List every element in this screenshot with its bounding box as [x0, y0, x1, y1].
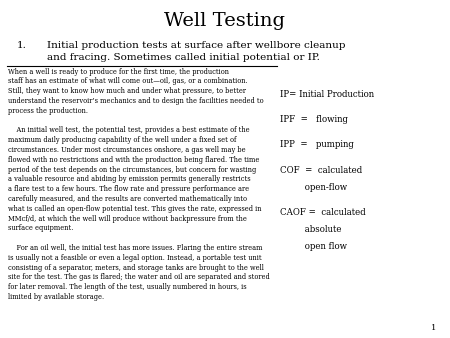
- Text: CAOF =  calculated: CAOF = calculated: [280, 208, 366, 217]
- Text: Well Testing: Well Testing: [165, 12, 285, 30]
- Text: Initial production tests at surface after wellbore cleanup: Initial production tests at surface afte…: [47, 41, 346, 50]
- Text: open-flow: open-flow: [280, 183, 347, 192]
- Text: 1.: 1.: [17, 41, 27, 50]
- Text: 1: 1: [431, 324, 436, 332]
- Text: COF  =  calculated: COF = calculated: [280, 166, 362, 175]
- Text: IPF  =   flowing: IPF = flowing: [280, 115, 348, 124]
- Text: and fracing. Sometimes called initial potential or IP.: and fracing. Sometimes called initial po…: [47, 53, 320, 62]
- Text: open flow: open flow: [280, 242, 347, 251]
- Text: IPP  =   pumping: IPP = pumping: [280, 140, 354, 149]
- Text: When a well is ready to produce for the first time, the production
staff has an : When a well is ready to produce for the …: [8, 68, 270, 301]
- Text: IP= Initial Production: IP= Initial Production: [280, 90, 374, 99]
- Text: absolute: absolute: [280, 225, 342, 234]
